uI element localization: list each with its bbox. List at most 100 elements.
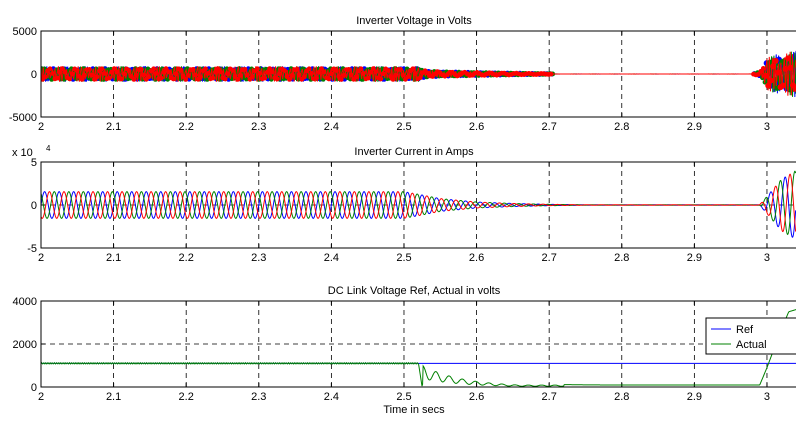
voltage-marker	[333, 68, 339, 73]
voltage-marker	[762, 72, 769, 79]
dc-link-voltage-chart: DC Link Voltage Ref, Actual in volts 2 2.1…	[13, 285, 796, 416]
voltage-marker	[178, 68, 184, 73]
voltage-marker	[57, 69, 63, 75]
x-tick-label: 2.1	[106, 252, 121, 264]
voltage-marker	[782, 65, 789, 72]
voltage-marker	[328, 71, 334, 77]
voltage-marker	[770, 63, 777, 70]
x-tick-label: 2	[38, 121, 44, 133]
voltage-marker	[269, 69, 275, 75]
voltage-marker	[119, 76, 124, 82]
voltage-marker	[785, 55, 792, 62]
x-tick-label: 2.5	[396, 391, 411, 403]
voltage-marker	[94, 74, 100, 80]
axes-frame	[40, 300, 796, 388]
x-tick-label: 3	[764, 121, 770, 133]
voltage-marker	[366, 75, 371, 81]
y-tick-label: 0	[31, 382, 37, 394]
y-exponent-label: x 10	[12, 147, 33, 159]
voltage-marker	[400, 72, 406, 78]
x-tick-label: 2.8	[614, 121, 629, 133]
voltage-marker	[393, 72, 398, 78]
voltage-marker	[772, 57, 779, 64]
axes-frame	[40, 161, 796, 249]
voltage-marker	[114, 69, 120, 75]
x-tick-label: 2.9	[687, 391, 702, 403]
voltage-marker	[765, 82, 772, 89]
voltage-marker	[296, 72, 302, 78]
voltage-marker	[101, 71, 107, 76]
voltage-marker	[277, 71, 282, 77]
x-tick-label: 2.6	[469, 121, 484, 133]
voltage-marker	[215, 66, 221, 71]
voltage-marker	[321, 69, 327, 75]
voltage-marker	[326, 76, 332, 82]
voltage-marker	[217, 69, 223, 75]
voltage-marker	[760, 66, 766, 71]
x-tick-label: 2.3	[251, 252, 266, 264]
y-tick-label: -5000	[9, 112, 37, 124]
voltage-marker	[257, 71, 263, 76]
voltage-marker	[368, 69, 374, 75]
voltage-marker	[89, 72, 95, 78]
voltage-marker	[158, 75, 164, 81]
voltage-marker	[235, 76, 240, 82]
voltage-marker	[348, 72, 354, 78]
x-tick-label: 2.8	[614, 252, 629, 264]
voltage-marker	[254, 66, 260, 72]
voltage-marker	[190, 67, 196, 72]
x-tick-label: 2.6	[469, 252, 484, 264]
voltage-marker	[353, 74, 359, 80]
x-tick-label: 2.3	[251, 391, 266, 403]
voltage-marker	[787, 64, 794, 71]
voltage-marker	[198, 74, 203, 80]
voltage-marker	[205, 71, 211, 76]
voltage-marker	[775, 69, 782, 76]
voltage-marker	[767, 77, 774, 84]
voltage-marker	[412, 71, 418, 76]
voltage-marker	[47, 66, 53, 72]
x-axis-label: Time in secs	[383, 404, 445, 416]
voltage-marker	[319, 66, 324, 71]
x-tick-label: 2.2	[179, 252, 194, 264]
voltage-marker	[410, 66, 416, 72]
voltage-marker	[131, 76, 137, 82]
x-tick-label: 2.4	[324, 121, 339, 133]
x-tick-label: 2.4	[324, 252, 339, 264]
plot-series	[41, 50, 796, 97]
x-tick-label: 2.3	[251, 121, 266, 133]
y-tick-label: 5	[31, 157, 37, 169]
y-tick-label: 5000	[13, 26, 37, 38]
voltage-marker	[274, 76, 280, 82]
voltage-marker	[385, 68, 391, 73]
x-tick-label: 2.4	[324, 391, 339, 403]
voltage-marker	[153, 71, 159, 76]
voltage-marker	[373, 69, 379, 75]
voltage-marker	[309, 71, 315, 76]
voltage-marker	[99, 66, 105, 72]
y-tick-label: 0	[31, 69, 37, 81]
y-tick-label: -5	[27, 243, 37, 255]
voltage-marker	[203, 66, 208, 72]
x-tick-label: 2.2	[179, 391, 194, 403]
y-tick-label: 4000	[13, 296, 37, 308]
voltage-marker	[548, 71, 554, 77]
x-tick-label: 2.1	[106, 121, 121, 133]
voltage-marker	[361, 71, 366, 76]
voltage-marker	[163, 66, 169, 71]
voltage-marker	[133, 72, 139, 78]
voltage-marker	[341, 72, 347, 78]
x-tick-label: 2.2	[179, 121, 194, 133]
voltage-marker	[69, 71, 75, 77]
x-tick-label: 2	[38, 252, 44, 264]
x-tick-label: 2.7	[542, 121, 557, 133]
voltage-marker	[109, 69, 115, 75]
voltage-marker	[141, 72, 147, 78]
plot-series	[41, 170, 796, 238]
voltage-marker	[417, 75, 423, 81]
voltage-marker	[237, 72, 243, 78]
voltage-marker	[185, 72, 191, 78]
voltage-marker	[245, 72, 250, 78]
voltage-marker	[780, 82, 787, 89]
